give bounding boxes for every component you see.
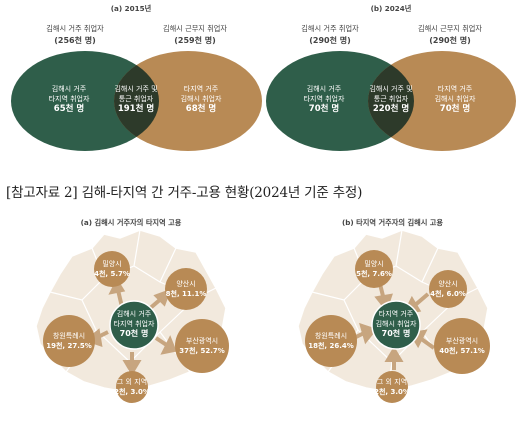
venn-2024-left-value: (290천 명) (309, 36, 351, 45)
bubble-outbound-yangsan-value: 8천, 11.1% (165, 289, 207, 298)
venn-2015-left-text: 김해시 거주 타지역 취업자 65천 명 (34, 84, 104, 114)
venn-2024-graphic (266, 51, 516, 151)
bubble-outbound-busan-text: 부산광역시 37천, 52.7% (172, 337, 232, 356)
venn-2015-right-line2: 김해시 취업자 (180, 95, 222, 103)
bubble-inbound-center (371, 300, 421, 350)
bubble-outbound-yangsan (165, 268, 207, 310)
venn-2015-right-value-text: 68천 명 (185, 104, 217, 114)
venn-2015-right-line1: 타지역 거주 (183, 85, 219, 93)
bubble-inbound-yangsan (429, 270, 467, 308)
venn-2015-overlap-line2: 통근 취업자 (118, 95, 154, 103)
map-outbound-graphic (35, 229, 229, 403)
bubble-inbound-miryang-text: 밀양시 5천, 7.6% (344, 260, 404, 279)
venn-2024-right-value-text: 70천 명 (439, 104, 471, 114)
venn-2024-left-value-text: 70천 명 (308, 104, 340, 114)
venn-2015-right-value: (259천 명) (174, 36, 216, 45)
bubble-outbound-etc-name: 그 외 지역 (116, 378, 148, 386)
bubble-outbound-center-text: 김해시 거주 타지역 취업자 70천 명 (104, 310, 164, 339)
bubble-outbound-miryang-value: 4천, 5.7% (94, 269, 130, 278)
venn-2015-right-text: 타지역 거주 김해시 취업자 68천 명 (166, 84, 236, 114)
bubble-outbound-changwon-text: 창원특례시 19천, 27.5% (39, 332, 99, 351)
map-inbound: (b) 타지역 거주자의 김해시 고용 밀양시 5천, 7.6% 양산시 4천,… (262, 212, 523, 426)
venn-2015-left-value: (256천 명) (54, 36, 96, 45)
map-inbound-graphic (297, 229, 490, 403)
venn-2024-overlap-text: 김해시 거주 및 통근 취업자 220천 명 (356, 84, 426, 114)
venn-2024-right-line1: 타지역 거주 (437, 85, 473, 93)
bubble-inbound-yangsan-value: 4천, 6.0% (430, 289, 466, 298)
bubble-outbound-etc-value: 2천, 3.0% (114, 387, 150, 396)
bubble-outbound-etc (116, 371, 148, 403)
bubble-inbound-changwon-name: 창원특례시 (314, 332, 348, 340)
venn-2024-title: (b) 2024년 (370, 4, 412, 13)
bubble-inbound-center-value: 70천 명 (381, 329, 411, 338)
venn-2024-right-line2: 김해시 취업자 (434, 95, 476, 103)
bubble-inbound-center-line1: 타지역 거주 (378, 310, 414, 318)
bubble-inbound-miryang-name: 밀양시 (364, 260, 384, 268)
bubble-outbound-center (109, 300, 159, 350)
venn-2024: (b) 2024년 김해시 거주 취업자 (290천 명) 김해시 근무지 취업… (262, 0, 523, 160)
bubble-outbound-busan-value: 37천, 52.7% (179, 346, 225, 355)
bubble-inbound-etc (376, 371, 408, 403)
map-inbound-title: (b) 타지역 거주자의 김해시 고용 (341, 218, 444, 227)
venn-2024-left-text: 김해시 거주 타지역 취업자 70천 명 (289, 84, 359, 114)
bubble-outbound-changwon-name: 창원특례시 (52, 332, 86, 340)
map-outbound-title: (a) 김해시 거주자의 타지역 고용 (80, 218, 182, 227)
venn-2015-left-line1: 김해시 거주 (51, 85, 87, 93)
bubble-inbound-busan-name: 부산광역시 (445, 337, 479, 345)
bubble-inbound-busan-text: 부산광역시 40천, 57.1% (432, 337, 492, 356)
venn-2024-right-label: 김해시 근무지 취업자 (417, 24, 483, 33)
bubble-inbound-center-text: 타지역 거주 김해시 취업자 70천 명 (366, 310, 426, 339)
bubble-inbound-etc-text: 그 외 지역 2천, 3.0% (362, 378, 422, 397)
venn-2024-right-circle (368, 51, 516, 151)
bubble-outbound-busan (175, 319, 229, 373)
venn-2015-left-line2: 타지역 취업자 (48, 95, 90, 103)
bubble-outbound-changwon (43, 315, 95, 367)
venn-2015-right-circle (114, 51, 262, 151)
bubble-outbound-center-line1: 김해시 거주 (116, 310, 152, 318)
bubble-inbound-busan (434, 318, 490, 374)
bubble-outbound-center-line2: 타지역 취업자 (113, 319, 155, 328)
venn-2015-overlap-line1: 김해시 거주 및 (114, 85, 158, 93)
venn-2015-title: (a) 2015년 (110, 4, 152, 13)
venn-2024-overlap-value: 220천 명 (372, 104, 410, 114)
venn-2024-left-line2: 타지역 취업자 (303, 95, 345, 103)
venn-2015-left-value-text: 65천 명 (53, 104, 85, 114)
map-outbound: (a) 김해시 거주자의 타지역 고용 밀양시 4천, 5.7% 양산시 8천,… (0, 212, 262, 426)
bubble-inbound-yangsan-text: 양산시 4천, 6.0% (418, 280, 478, 299)
bubble-outbound-busan-name: 부산광역시 (185, 337, 219, 345)
bubble-inbound-miryang-value: 5천, 7.6% (356, 269, 392, 278)
bubble-inbound-etc-value: 2천, 3.0% (374, 387, 410, 396)
bubble-outbound-miryang (94, 251, 130, 287)
venn-2015-left-circle (11, 51, 159, 151)
bubble-outbound-miryang-text: 밀양시 4천, 5.7% (82, 260, 142, 279)
bubble-inbound-changwon (305, 315, 357, 367)
bubble-outbound-etc-text: 그 외 지역 2천, 3.0% (102, 378, 162, 397)
venn-2015-left-label: 김해시 거주 취업자 (46, 24, 104, 33)
venn-2015-graphic (11, 51, 262, 151)
venn-2015-right-label: 김해시 근무지 취업자 (162, 24, 228, 33)
venn-2015-overlap-value: 191천 명 (117, 104, 155, 114)
venn-2015: (a) 2015년 김해시 거주 취업자 (256천 명) 김해시 근무지 취업… (0, 0, 262, 160)
bubble-outbound-yangsan-name: 양산시 (176, 280, 196, 288)
venn-2024-right-text: 타지역 거주 김해시 취업자 70천 명 (420, 84, 490, 114)
bubble-inbound-busan-value: 40천, 57.1% (439, 346, 485, 355)
bubble-inbound-changwon-value: 18천, 26.4% (308, 341, 354, 350)
venn-2024-overlap-line2: 통근 취업자 (373, 95, 409, 103)
figure-caption: [참고자료 2] 김해-타지역 간 거주-고용 현황(2024년 기준 추정) (6, 185, 363, 201)
venn-2024-right-value: (290천 명) (429, 36, 471, 45)
bubble-inbound-changwon-text: 창원특례시 18천, 26.4% (301, 332, 361, 351)
bubble-outbound-yangsan-text: 양산시 8천, 11.1% (156, 280, 216, 299)
bubble-outbound-miryang-name: 밀양시 (102, 260, 122, 268)
bubble-outbound-center-value: 70천 명 (119, 329, 149, 338)
bubble-inbound-yangsan-name: 양산시 (438, 280, 458, 288)
venn-2024-left-circle (266, 51, 414, 151)
venn-2024-left-label: 김해시 거주 취업자 (301, 24, 359, 33)
bubble-inbound-miryang (355, 250, 393, 288)
bubble-inbound-etc-name: 그 외 지역 (376, 378, 408, 386)
venn-2015-overlap-text: 김해시 거주 및 통근 취업자 191천 명 (101, 84, 171, 114)
bubble-outbound-changwon-value: 19천, 27.5% (46, 341, 92, 350)
venn-2024-left-line1: 김해시 거주 (306, 85, 342, 93)
venn-2024-overlap-line1: 김해시 거주 및 (369, 85, 413, 93)
bubble-inbound-center-line2: 김해시 취업자 (375, 319, 417, 328)
